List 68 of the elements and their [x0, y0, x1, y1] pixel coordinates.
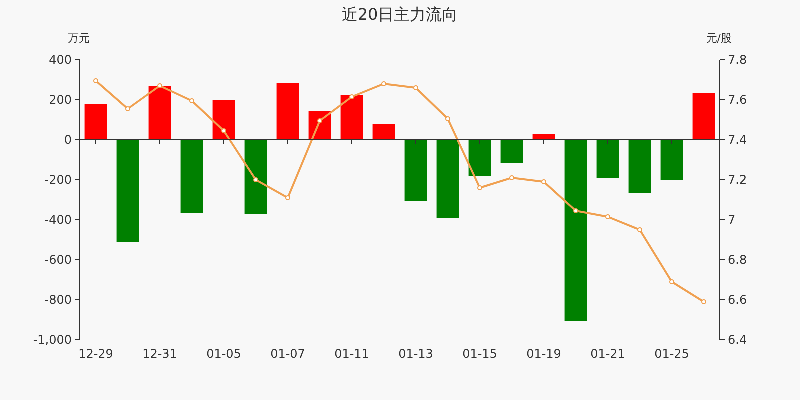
- y-tick-label: 400: [49, 53, 72, 68]
- y-axis-title: 万元: [68, 32, 90, 45]
- point: [190, 98, 194, 104]
- x-tick-label: 01-25: [654, 347, 690, 361]
- x-tick-label: 01-19: [526, 347, 562, 361]
- y2-tick-label: 7.6: [728, 93, 748, 108]
- point: [382, 82, 386, 86]
- bar: [116, 140, 140, 242]
- y2-tick-label: 7.4: [728, 133, 748, 148]
- point: [638, 228, 642, 232]
- bar: [692, 93, 716, 140]
- point: [318, 118, 322, 124]
- point: [254, 178, 258, 182]
- y-tick-label: 200: [49, 93, 72, 108]
- point: [510, 176, 514, 180]
- x-tick-label: 01-05: [206, 347, 242, 361]
- point: [478, 186, 482, 190]
- x-tick-label: 01-21: [590, 347, 626, 361]
- bar: [660, 140, 684, 180]
- x-tick-label: 01-07: [270, 347, 306, 361]
- y2-tick-label: 6.6: [728, 293, 748, 308]
- bar: [276, 83, 300, 140]
- bar: [340, 95, 364, 140]
- x-tick-label: 01-15: [462, 347, 498, 361]
- chart-title: 近20日主力流向: [342, 5, 458, 24]
- point: [702, 300, 706, 304]
- bar: [532, 134, 556, 140]
- y2-tick-label: 7.2: [728, 173, 748, 188]
- bar: [436, 140, 460, 218]
- y-tick-label: -600: [44, 253, 72, 268]
- bar: [84, 104, 108, 140]
- y2-axis-title: 元/股: [706, 32, 732, 45]
- bar: [212, 100, 236, 140]
- bar: [404, 140, 428, 201]
- bar: [244, 140, 268, 214]
- y2-tick-label: 7.8: [728, 53, 748, 68]
- point: [350, 94, 354, 100]
- bar: [468, 140, 492, 176]
- y-tick-label: -200: [44, 173, 72, 188]
- bar: [180, 140, 204, 213]
- point: [574, 208, 578, 214]
- point: [222, 128, 226, 134]
- bar: [500, 140, 524, 163]
- point: [414, 86, 418, 90]
- y-tick-label: -800: [44, 293, 72, 308]
- y-tick-label: 0: [64, 133, 72, 148]
- bar: [596, 140, 620, 178]
- x-tick-label: 01-13: [398, 347, 434, 361]
- x-tick-label: 12-29: [78, 347, 114, 361]
- point: [446, 116, 450, 122]
- y2-tick-label: 7: [728, 213, 736, 228]
- x-tick-label: 01-11: [334, 347, 370, 361]
- y2-tick-label: 6.4: [728, 333, 748, 348]
- point: [606, 214, 610, 220]
- point: [126, 106, 130, 112]
- bar: [628, 140, 652, 193]
- point: [286, 196, 290, 200]
- y2-tick-label: 6.8: [728, 253, 748, 268]
- point: [670, 280, 674, 284]
- bar: [564, 140, 588, 321]
- point: [542, 180, 546, 184]
- y-tick-label: -400: [44, 213, 72, 228]
- bar: [148, 86, 172, 140]
- y-tick-label: -1,000: [33, 333, 72, 348]
- point: [158, 84, 162, 88]
- point: [94, 78, 98, 84]
- bar: [372, 124, 396, 140]
- x-tick-label: 12-31: [142, 347, 178, 361]
